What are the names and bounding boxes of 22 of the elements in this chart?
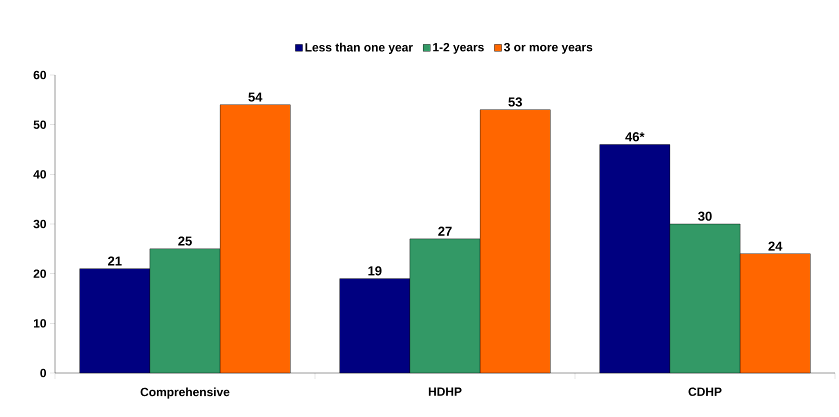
- data-label: 24: [768, 242, 782, 251]
- x-tick-label: HDHP: [428, 387, 462, 396]
- data-label: 30: [698, 212, 712, 221]
- x-tick-label: Comprehensive: [140, 387, 230, 399]
- data-label: 25: [178, 236, 192, 246]
- data-label: 53: [508, 97, 522, 107]
- legend-label: 3 or more years: [504, 42, 592, 54]
- y-tick-label: 30: [33, 220, 46, 228]
- data-label: 21: [108, 256, 122, 266]
- legend-label: Less than one year: [306, 42, 413, 54]
- data-label: 19: [368, 266, 382, 276]
- y-tick-label: 60: [34, 70, 46, 80]
- legend-label: 1-2 years: [433, 42, 484, 54]
- x-tick-label: CDHP: [688, 387, 722, 396]
- y-tick-label: 40: [33, 170, 46, 179]
- y-tick-label: 10: [34, 319, 46, 328]
- y-tick-label: 50: [34, 120, 46, 129]
- data-label: 46*: [625, 132, 645, 142]
- data-label: 27: [438, 226, 452, 236]
- data-label: 54: [248, 92, 262, 102]
- y-tick-label: 0: [40, 368, 46, 378]
- y-tick-label: 20: [34, 269, 46, 278]
